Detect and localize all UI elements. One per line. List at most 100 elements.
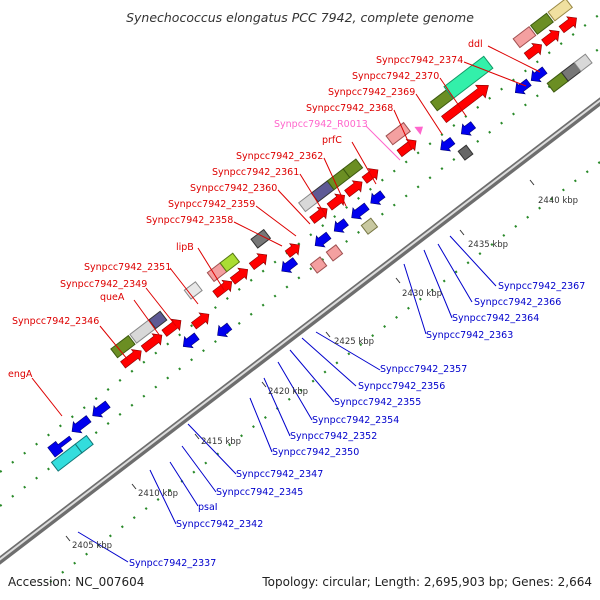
reverse-gene-arrow[interactable]: [311, 230, 333, 251]
label-2355[interactable]: Synpcc7942_2355: [334, 397, 421, 408]
forward-gene-arrow[interactable]: [139, 330, 166, 355]
label-2359[interactable]: Synpcc7942_2359: [168, 199, 255, 210]
rna-gene-arrow[interactable]: [414, 123, 426, 135]
leader-line: [439, 77, 467, 117]
forward-gene-arrow[interactable]: [557, 12, 581, 35]
forward-gene-arrow[interactable]: [247, 249, 271, 272]
reverse-gene-arrow[interactable]: [47, 433, 74, 458]
label-2368[interactable]: Synpcc7942_2368: [306, 103, 393, 114]
gene-block-2351[interactable]: [250, 228, 272, 249]
reverse-gene-arrow[interactable]: [213, 321, 233, 341]
gene-block-2352[interactable]: [309, 256, 328, 274]
gene-block-engA[interactable]: [110, 334, 136, 359]
forward-label-leaders: [31, 45, 541, 417]
gene-block-2337b[interactable]: [74, 434, 94, 454]
forward-gene-arrow[interactable]: [540, 26, 564, 49]
forward-gene-arrow[interactable]: [343, 176, 367, 199]
label-prfC[interactable]: prfC: [322, 135, 342, 146]
label-2346[interactable]: Synpcc7942_2346: [12, 316, 99, 327]
forward-gene-arrow[interactable]: [283, 239, 303, 259]
reverse-gene-arrow[interactable]: [68, 413, 93, 437]
genome-summary-text: Topology: circular; Length: 2,695,903 bp…: [261, 575, 592, 589]
leader-line: [393, 109, 413, 151]
reverse-gene-arrow[interactable]: [179, 331, 201, 352]
label-2354[interactable]: Synpcc7942_2354: [312, 415, 399, 426]
gene-block-2369[interactable]: [443, 55, 494, 100]
gene-block-2363[interactable]: [457, 144, 474, 161]
leader-line: [323, 157, 347, 207]
label-2366[interactable]: Synpcc7942_2366: [474, 297, 561, 308]
forward-feature-row: [47, 0, 593, 472]
reverse-gene-arrow[interactable]: [366, 188, 386, 208]
label-2362[interactable]: Synpcc7942_2362: [236, 151, 323, 162]
label-2358[interactable]: Synpcc7942_2358: [146, 215, 233, 226]
label-queA[interactable]: queA: [100, 292, 125, 303]
label-2351[interactable]: Synpcc7942_2351: [84, 262, 171, 273]
gene-block-prfC[interactable]: [385, 121, 411, 146]
gene-block-2346b[interactable]: [148, 310, 168, 330]
forward-gene-arrow[interactable]: [211, 276, 236, 300]
gene-block-2367c[interactable]: [573, 53, 593, 73]
gene-block-2354[interactable]: [325, 244, 344, 262]
leader-line: [133, 299, 161, 337]
label-2337[interactable]: Synpcc7942_2337: [129, 558, 216, 569]
gene-block-queA-b[interactable]: [219, 252, 241, 273]
label-2361[interactable]: Synpcc7942_2361: [212, 167, 299, 178]
label-2350[interactable]: Synpcc7942_2350: [272, 447, 359, 458]
label-engA[interactable]: engA: [8, 369, 33, 380]
reverse-gene-arrow[interactable]: [527, 65, 549, 86]
label-2345[interactable]: Synpcc7942_2345: [216, 487, 303, 498]
label-2369[interactable]: Synpcc7942_2369: [328, 87, 415, 98]
leader-line: [277, 189, 311, 225]
reverse-gene-arrow[interactable]: [457, 119, 477, 139]
label-psaI[interactable]: psaI: [198, 502, 218, 513]
forward-gene-arrow[interactable]: [522, 39, 546, 62]
tick-label-2420: 2420 kbp: [268, 387, 308, 397]
gene-block-2349[interactable]: [183, 281, 203, 300]
leader-line-rna: [365, 125, 401, 161]
label-2364[interactable]: Synpcc7942_2364: [452, 313, 539, 324]
forward-gene-arrow[interactable]: [190, 309, 214, 332]
gene-block-2361[interactable]: [342, 158, 364, 179]
gene-block-2356[interactable]: [360, 217, 379, 235]
label-2356[interactable]: Synpcc7942_2356: [358, 381, 445, 392]
label-2349[interactable]: Synpcc7942_2349: [60, 279, 147, 290]
gene-block-ddl[interactable]: [547, 0, 574, 22]
reverse-gene-arrows: [47, 65, 549, 458]
leader-line: [315, 331, 381, 371]
kbp-ticks: 2405 kbp 2410 kbp 2415 kbp 2420 kbp 2425…: [65, 179, 578, 551]
gene-block-2374b[interactable]: [529, 12, 554, 35]
leader-line: [277, 361, 313, 421]
label-2347[interactable]: Synpcc7942_2347: [236, 469, 323, 480]
label-ddl[interactable]: ddl: [468, 39, 483, 50]
forward-gene-arrows: [119, 12, 581, 370]
leader-line: [169, 267, 199, 305]
reverse-gene-arrow[interactable]: [277, 255, 299, 276]
forward-gene-arrow[interactable]: [119, 345, 146, 370]
forward-gene-arrow[interactable]: [228, 264, 252, 287]
forward-gene-arrow[interactable]: [325, 190, 349, 213]
leader-line: [289, 349, 335, 403]
forward-gene-arrow[interactable]: [360, 164, 382, 185]
label-2342[interactable]: Synpcc7942_2342: [176, 519, 263, 530]
label-2360[interactable]: Synpcc7942_2360: [190, 183, 277, 194]
forward-gene-arrow[interactable]: [439, 79, 493, 126]
reverse-gene-arrow[interactable]: [88, 399, 112, 422]
reverse-gene-arrow[interactable]: [436, 135, 456, 155]
label-2374[interactable]: Synpcc7942_2374: [376, 55, 463, 66]
label-R0013[interactable]: Synpcc7942_R0013: [274, 119, 368, 130]
reverse-gene-arrow[interactable]: [511, 77, 533, 98]
label-2367[interactable]: Synpcc7942_2367: [498, 281, 585, 292]
label-lipB[interactable]: lipB: [176, 242, 194, 253]
gene-block-2374[interactable]: [512, 25, 537, 49]
reverse-gene-arrow[interactable]: [347, 201, 371, 224]
label-2352[interactable]: Synpcc7942_2352: [290, 431, 377, 442]
label-2363[interactable]: Synpcc7942_2363: [426, 330, 513, 341]
reverse-gene-arrow[interactable]: [330, 216, 350, 236]
leader-line: [263, 377, 291, 437]
leader-line: [77, 531, 129, 563]
label-2357[interactable]: Synpcc7942_2357: [380, 364, 467, 375]
label-2370[interactable]: Synpcc7942_2370: [352, 71, 439, 82]
tick-mark: [325, 331, 331, 338]
